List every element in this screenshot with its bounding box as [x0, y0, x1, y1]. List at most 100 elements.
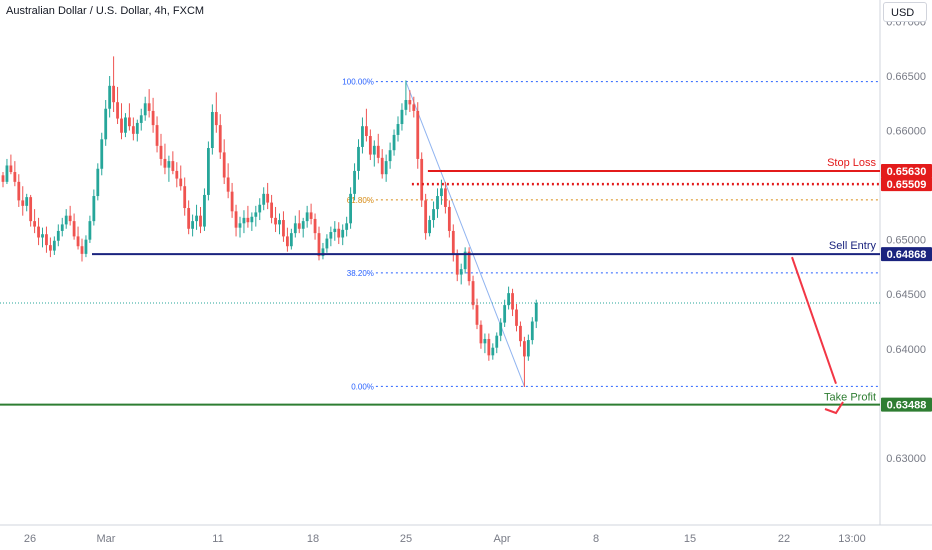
candle-body — [128, 117, 131, 127]
candle-body — [21, 200, 25, 206]
candle-body — [325, 238, 329, 249]
candle-body — [41, 234, 44, 238]
candle-body — [286, 236, 289, 247]
candle-body — [432, 209, 435, 221]
candle-body — [515, 309, 518, 326]
candle-body — [416, 110, 420, 159]
candle-body — [388, 150, 392, 162]
candle-body — [104, 108, 108, 140]
candle-body — [444, 188, 447, 207]
candle-body — [317, 233, 321, 257]
candle-body — [428, 220, 431, 234]
candle-body — [199, 215, 202, 227]
level-price-tag — [881, 177, 932, 192]
candle-body — [151, 110, 155, 126]
candle-body — [203, 194, 206, 227]
fib-trendline — [405, 81, 525, 387]
candle-body — [349, 193, 352, 224]
level-price-label: 0.63488 — [887, 400, 927, 412]
candle-body — [483, 338, 487, 344]
candle-body — [455, 254, 459, 275]
candle-body — [112, 85, 115, 103]
candle-body — [135, 122, 139, 134]
candle-body — [25, 197, 29, 206]
candle-body — [361, 126, 364, 147]
level-name-label: Stop Loss — [827, 157, 876, 169]
candle-body — [357, 146, 360, 171]
candle-body — [96, 168, 100, 197]
candle-body — [321, 248, 325, 257]
candle-body — [139, 115, 143, 123]
candle-body — [503, 305, 507, 323]
candle-body — [183, 186, 187, 209]
candle-body — [262, 193, 266, 205]
candle-body — [147, 103, 151, 111]
candle-body — [499, 322, 503, 336]
candle-body — [289, 233, 293, 247]
time-tick-label: 18 — [307, 533, 319, 545]
price-tick-label: 0.63000 — [886, 453, 926, 465]
candle-body — [526, 340, 530, 357]
candle-body — [92, 196, 96, 222]
candle-body — [447, 206, 451, 231]
level-price-tag — [881, 247, 932, 262]
chart-title: Australian Dollar / U.S. Dollar, 4h, FXC… — [6, 5, 205, 17]
candle-body — [159, 145, 163, 159]
candle-body — [487, 338, 491, 356]
candle-body — [88, 221, 92, 240]
time-tick-label: Mar — [97, 533, 116, 545]
candle-body — [171, 161, 175, 171]
candle-body — [64, 215, 68, 225]
candle-body — [436, 196, 439, 210]
candle-body — [293, 223, 297, 234]
price-tick-label: 0.64500 — [886, 289, 926, 301]
candle-body — [475, 305, 479, 325]
candle-body — [60, 224, 64, 231]
candle-body — [218, 125, 222, 153]
candle-body — [210, 112, 214, 149]
projection-arrow-line — [791, 256, 837, 385]
candle-body — [68, 215, 72, 222]
candle-body — [100, 139, 104, 169]
candle-body — [274, 217, 277, 225]
candle-body — [523, 341, 526, 357]
candle-body — [250, 216, 254, 223]
candle-body — [491, 347, 495, 356]
currency-button[interactable]: USD — [883, 2, 927, 22]
candle-body — [440, 188, 443, 197]
candle-body — [392, 134, 396, 151]
candle-body — [278, 220, 281, 225]
time-tick-label: 26 — [24, 533, 36, 545]
fib-level-label: 0.00% — [351, 382, 374, 391]
candle-body — [108, 85, 112, 109]
time-tick-label: Apr — [493, 533, 510, 545]
candle-body — [124, 117, 127, 133]
candle-body — [384, 161, 388, 175]
candle-body — [187, 208, 191, 229]
candle-body — [5, 165, 9, 182]
candle-body — [329, 232, 333, 239]
candle-body — [372, 145, 376, 155]
candle-body — [155, 125, 159, 146]
candle-body — [345, 223, 349, 230]
candle-body — [380, 157, 384, 175]
level-name-label: Sell Entry — [829, 240, 877, 252]
candle-body — [534, 302, 538, 322]
candle-body — [451, 230, 455, 255]
level-name-label: Take Profit — [824, 392, 876, 404]
candle-body — [1, 175, 5, 182]
level-price-tag — [881, 397, 932, 412]
candle-body — [234, 211, 238, 228]
candle-body — [238, 223, 242, 228]
candle-body — [163, 158, 167, 168]
price-tick-label: 0.66000 — [886, 126, 926, 138]
candle-body — [420, 158, 424, 201]
candle-body — [396, 124, 400, 135]
candle-body — [143, 103, 147, 116]
price-tick-label: 0.65000 — [886, 235, 926, 247]
candle-body — [207, 148, 210, 195]
candle-body — [131, 126, 135, 134]
candle-body — [214, 112, 218, 126]
candle-body — [37, 226, 40, 238]
